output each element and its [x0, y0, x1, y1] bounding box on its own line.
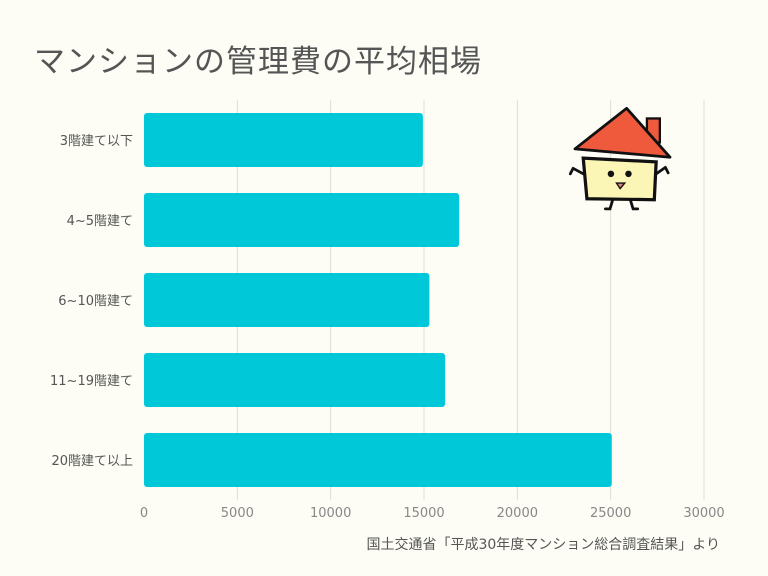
x-tick-label: 20000	[497, 506, 538, 521]
y-category-label: 20階建て以上	[51, 454, 133, 469]
bar	[144, 433, 612, 487]
house-mascot-illustration	[568, 106, 672, 211]
x-tick-label: 15000	[403, 506, 444, 521]
bar	[144, 113, 423, 167]
bar	[144, 193, 460, 247]
x-tick-label: 0	[140, 506, 148, 521]
y-category-label: 4~5階建て	[67, 214, 133, 229]
y-category-label: 3階建て以下	[60, 134, 133, 149]
y-category-label: 11~19階建て	[50, 374, 133, 389]
x-tick-label: 5000	[221, 506, 254, 521]
x-tick-label: 30000	[683, 506, 724, 521]
y-category-label: 6~10階建て	[58, 294, 133, 309]
x-tick-label: 25000	[590, 506, 631, 521]
source-note: 国土交通省「平成30年度マンション総合調査結果」より	[366, 537, 720, 553]
chart-title: マンションの管理費の平均相場	[34, 44, 482, 80]
bar	[144, 353, 446, 407]
x-tick-label: 10000	[310, 506, 351, 521]
bar	[144, 273, 430, 327]
